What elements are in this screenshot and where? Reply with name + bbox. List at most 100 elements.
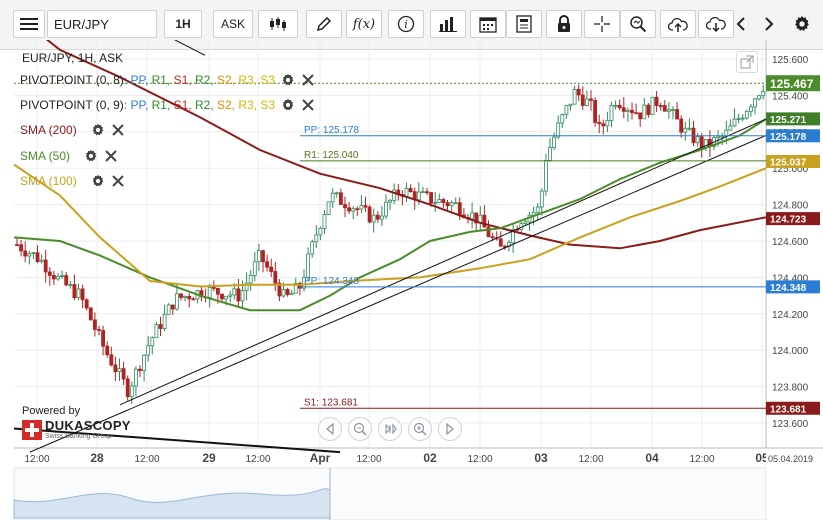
close-icon[interactable] bbox=[301, 73, 315, 87]
bar-chart-icon bbox=[439, 17, 457, 32]
zoom-in-button[interactable] bbox=[408, 417, 432, 441]
chart-title: EUR/JPY, 1H, ASK bbox=[22, 51, 124, 65]
candle-up bbox=[416, 191, 421, 201]
svg-text:i: i bbox=[404, 18, 408, 31]
close-icon[interactable] bbox=[104, 149, 118, 163]
lock-icon bbox=[558, 15, 570, 32]
candle-down bbox=[338, 192, 343, 205]
calendar-button[interactable] bbox=[470, 10, 506, 38]
close-icon[interactable] bbox=[111, 123, 125, 137]
info-icon: i bbox=[397, 15, 415, 33]
symbol-selector[interactable]: EUR/JPY bbox=[47, 10, 157, 38]
menu-button[interactable] bbox=[13, 10, 45, 38]
draw-button[interactable] bbox=[306, 10, 342, 38]
indicator-sma100: SMA (100) bbox=[20, 173, 125, 189]
candle-up bbox=[568, 103, 573, 107]
candle-down bbox=[187, 295, 192, 300]
candle-down bbox=[646, 104, 651, 115]
trend-line-bottom bbox=[13, 427, 341, 454]
candle-down bbox=[113, 364, 118, 373]
timeframe-selector[interactable]: 1H bbox=[164, 10, 202, 38]
candles-icon bbox=[270, 17, 286, 31]
candle-up bbox=[117, 368, 122, 373]
reset-icon bbox=[385, 423, 397, 435]
gear-icon[interactable] bbox=[84, 149, 98, 163]
price-badge-label: 125.037 bbox=[770, 157, 807, 168]
candle-up bbox=[695, 136, 700, 144]
candle-up bbox=[232, 288, 237, 296]
legend-item: : PP, bbox=[123, 98, 149, 112]
info-button[interactable]: i bbox=[388, 10, 424, 38]
candle-down bbox=[367, 206, 372, 223]
close-icon[interactable] bbox=[301, 98, 315, 112]
powered-by-logo: Powered by DUKASCOPY Swiss Banking Group bbox=[22, 405, 131, 441]
price-chart[interactable]: 123.600 123.800 124.000 124.200 124.400 124.6… bbox=[0, 11, 823, 520]
candle-up bbox=[293, 282, 298, 294]
zoom-out-button[interactable] bbox=[348, 417, 372, 441]
crosshair-icon bbox=[594, 16, 610, 32]
gear-icon[interactable] bbox=[281, 98, 295, 112]
trend-line-topright bbox=[119, 11, 206, 56]
lock-button[interactable] bbox=[546, 10, 582, 38]
sma50-line bbox=[13, 118, 767, 312]
candle-up bbox=[605, 120, 610, 127]
candle-up bbox=[757, 95, 761, 100]
x-tick-label: 02 bbox=[423, 451, 437, 465]
close-icon[interactable] bbox=[111, 174, 125, 188]
x-tick-label: 12:00 bbox=[689, 454, 714, 465]
candle-up bbox=[552, 136, 556, 148]
candle-down bbox=[498, 238, 503, 247]
side-selector[interactable]: ASK bbox=[213, 10, 253, 38]
scroll-left-button[interactable] bbox=[730, 10, 752, 38]
candle-down bbox=[211, 286, 216, 289]
function-icon: f(x) bbox=[352, 16, 376, 32]
candle-down bbox=[101, 330, 105, 347]
x-tick-label: 12:00 bbox=[245, 454, 270, 465]
pan-left-button[interactable] bbox=[318, 417, 342, 441]
price-badge bbox=[766, 280, 820, 294]
indicators-button[interactable]: f(x) bbox=[346, 10, 382, 38]
volume-button[interactable] bbox=[430, 10, 466, 38]
candle-up bbox=[728, 125, 733, 131]
candle-down bbox=[601, 123, 606, 127]
price-badge-label: 125.178 bbox=[770, 132, 807, 143]
scroll-right-button[interactable] bbox=[758, 10, 780, 38]
candle-down bbox=[490, 236, 495, 239]
gear-icon[interactable] bbox=[91, 174, 105, 188]
expand-button[interactable] bbox=[736, 51, 758, 73]
brand-subtitle: Swiss Banking Group bbox=[45, 433, 112, 440]
upload-button[interactable] bbox=[660, 10, 696, 38]
candle-down bbox=[273, 271, 278, 284]
candle-up bbox=[433, 202, 438, 204]
chart-type-button[interactable] bbox=[258, 10, 298, 38]
reset-zoom-button[interactable] bbox=[378, 417, 402, 441]
chart-area[interactable]: 123.600 123.800 124.000 124.200 124.400 124.6… bbox=[0, 11, 823, 520]
candle-down bbox=[261, 250, 265, 263]
news-button[interactable] bbox=[506, 10, 542, 38]
gear-icon[interactable] bbox=[91, 123, 105, 137]
trend-line-lower bbox=[29, 134, 767, 453]
candle-down bbox=[363, 205, 368, 208]
sma100-line bbox=[13, 163, 767, 288]
gear-icon[interactable] bbox=[281, 73, 295, 87]
candle-down bbox=[486, 226, 491, 238]
crosshair-button[interactable] bbox=[584, 10, 620, 38]
x-tick-label: 12:00 bbox=[134, 454, 159, 465]
candle-up bbox=[318, 227, 323, 236]
download-button[interactable] bbox=[698, 10, 734, 38]
candle-up bbox=[388, 199, 393, 203]
expand-icon bbox=[740, 55, 754, 69]
indicator-pivot-1: PIVOTPOINT (0, 8) : PP, R1, S1, R2, S2, … bbox=[20, 72, 315, 88]
pan-right-button[interactable] bbox=[438, 417, 462, 441]
settings-button[interactable] bbox=[788, 10, 816, 38]
candle-up bbox=[449, 202, 454, 207]
candle-down bbox=[97, 329, 101, 331]
candle-up bbox=[166, 304, 171, 315]
legend-item: S1, bbox=[170, 98, 192, 112]
brand-name: DUKASCOPY bbox=[45, 418, 131, 433]
x-tick-label: 12:00 bbox=[24, 454, 49, 465]
x-tick-label: Apr bbox=[310, 451, 331, 465]
zoom-button[interactable] bbox=[620, 10, 656, 38]
indicator-pivot-2-name: PIVOTPOINT (0, 9) bbox=[20, 98, 124, 112]
candle-up bbox=[183, 295, 188, 298]
